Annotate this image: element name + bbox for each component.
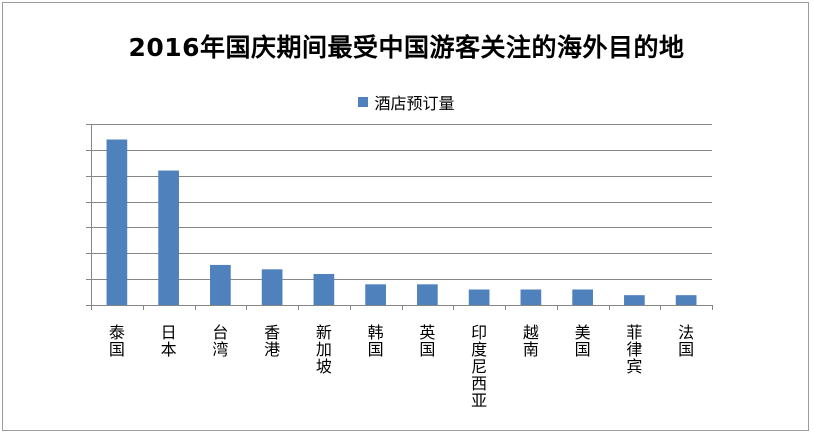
- x-tick-label: 英: [419, 323, 435, 342]
- legend-swatch: [358, 97, 369, 107]
- bar: [158, 170, 179, 305]
- bar: [572, 289, 593, 305]
- x-tick-label: 国: [575, 340, 591, 359]
- x-tick-label: 国: [109, 340, 125, 359]
- x-tick-label: 宾: [626, 357, 642, 376]
- bar: [365, 284, 386, 305]
- x-tick-label: 加: [316, 340, 332, 359]
- bar: [106, 139, 128, 305]
- x-tick-label: 西: [471, 374, 487, 393]
- x-tick-label: 南: [523, 340, 539, 359]
- x-tick-label: 台: [212, 323, 228, 342]
- x-tick-label: 日: [161, 323, 177, 342]
- x-tick-label: 亚: [471, 391, 487, 410]
- bar: [313, 273, 335, 305]
- bar: [210, 264, 231, 305]
- x-tick-label: 越: [523, 323, 539, 342]
- x-tick-label: 韩: [368, 323, 384, 342]
- x-tick-label: 新: [316, 323, 332, 342]
- chart-title: 2016年国庆期间最受中国游客关注的海外目的地: [128, 33, 685, 62]
- x-tick-label: 美: [575, 323, 591, 342]
- x-tick-label: 坡: [316, 357, 332, 376]
- bar: [468, 289, 490, 305]
- bar: [261, 269, 283, 305]
- x-tick-label: 法: [678, 323, 694, 342]
- bar: [417, 284, 438, 305]
- x-tick-label: 香: [264, 323, 280, 342]
- x-tick-label: 印: [471, 323, 487, 342]
- bar: [624, 295, 645, 305]
- x-tick-label: 律: [626, 340, 642, 359]
- x-tick-label: 度: [471, 340, 487, 359]
- bar: [520, 289, 542, 305]
- x-tick-label: 国: [678, 340, 694, 359]
- x-tick-label: 国: [419, 340, 435, 359]
- x-tick-label: 尼: [471, 357, 487, 376]
- x-tick-label: 本: [161, 340, 177, 359]
- chart-frame: [2, 2, 809, 431]
- x-tick-label: 港: [264, 340, 280, 359]
- bar: [675, 295, 697, 305]
- x-tick-label: 湾: [212, 340, 228, 359]
- legend-label: 酒店预订量: [374, 94, 455, 113]
- x-tick-label: 菲: [626, 323, 642, 342]
- legend: 酒店预订量: [0, 90, 813, 114]
- x-tick-label: 泰: [109, 323, 125, 342]
- x-tick-label: 国: [368, 340, 384, 359]
